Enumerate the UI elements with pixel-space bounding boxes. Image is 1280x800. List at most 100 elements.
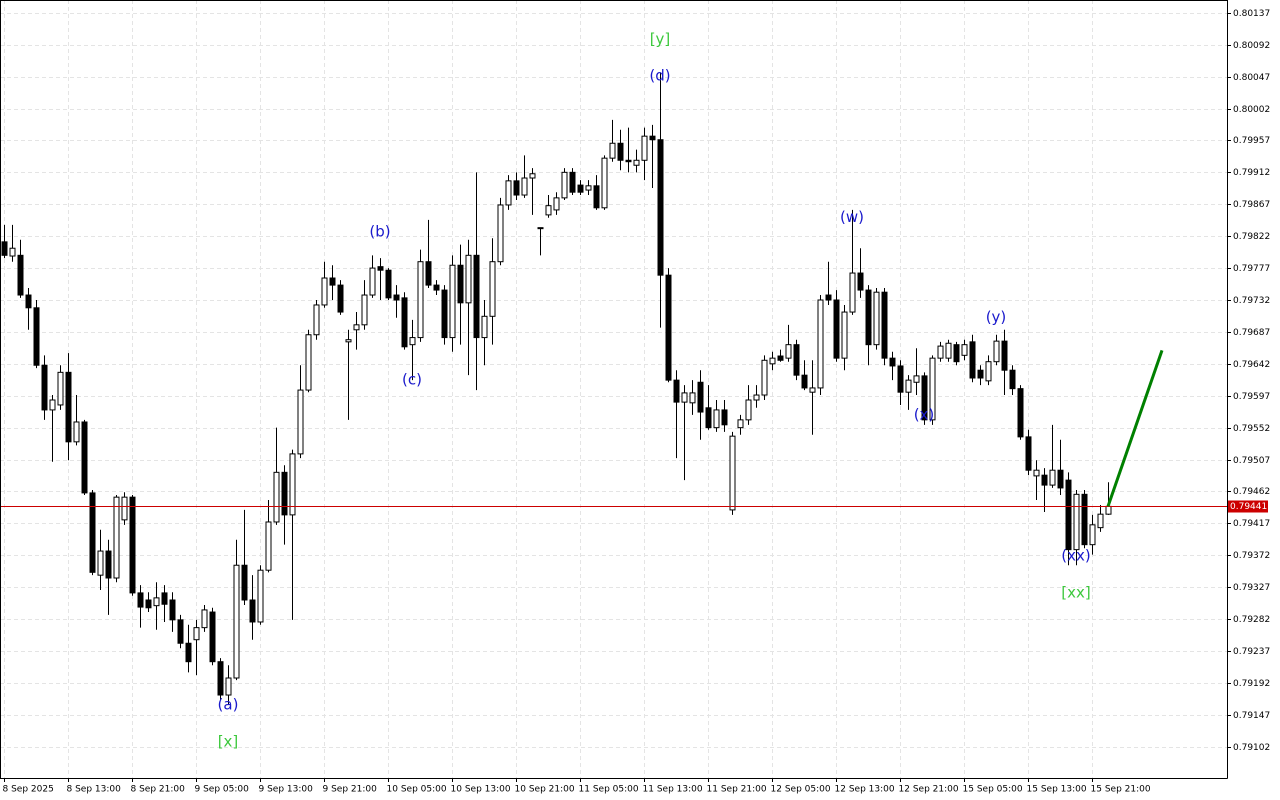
candle-body [641,135,648,161]
candle-body [185,642,192,663]
wave-label: (c) [402,371,422,389]
candle-body [545,205,552,216]
candle-body [921,375,928,421]
candle-body [161,592,168,605]
x-tick-label: 11 Sep 05:00 [579,785,639,795]
candle-body [857,272,864,291]
candle-body [121,496,128,521]
candle-body [153,597,160,607]
candle-body [329,277,336,286]
candle-body [833,299,840,359]
x-tick-label: 12 Sep 05:00 [771,785,831,795]
y-tick-label: 0.79372 [1233,551,1270,561]
candle-body [865,289,872,346]
candle-body [825,294,832,301]
candle-body [969,341,976,379]
candle-body [201,609,208,629]
candle-body [25,294,32,309]
candle-body [441,289,448,339]
candle-body [49,399,56,411]
wave-label: [xx] [1061,583,1090,601]
candle-body [1009,369,1016,390]
x-tick-label: 12 Sep 21:00 [899,785,959,795]
x-tick-label: 10 Sep 13:00 [451,785,511,795]
candle-body [41,364,48,411]
candle-body [737,419,744,429]
current-price-box [1228,500,1268,513]
candle-body [17,254,24,296]
wave-label: (d) [649,66,670,84]
wave-label: [x] [218,732,239,750]
projection-line [1106,349,1164,507]
candle-body [1065,479,1072,551]
overlay: [y] (d) (b) (c) (a) [x] (w) (x) (y) (xx) [xx] [0,30,1227,750]
candle-body [561,171,568,199]
candle-body [473,254,480,339]
x-tick-label: 10 Sep 05:00 [387,785,447,795]
y-tick-label: 0.79507 [1233,456,1270,466]
y-tick-label: 0.79912 [1233,168,1270,178]
candle-body [889,357,896,367]
wave-label: [y] [650,30,671,48]
candle-body [985,361,992,382]
wave-label: (x) [914,405,935,423]
candle-body [137,592,144,608]
wave-label: (w) [840,208,864,226]
candle-body [297,389,304,455]
wave-label: (y) [986,308,1007,326]
candle-body [1057,469,1064,489]
candle-body [217,661,224,696]
candle-body [409,337,416,346]
candle-body [617,142,624,161]
candle-body [1025,436,1032,471]
candle-body [777,355,784,361]
candle-body [585,185,592,191]
x-tick-label: 15 Sep 05:00 [963,785,1023,795]
y-tick-label: 0.79462 [1233,487,1270,497]
candle-body [289,453,296,516]
candle-body [273,471,280,523]
candle-body [89,492,96,573]
y-tick-label: 0.79687 [1233,328,1270,338]
candle-body [281,471,288,516]
candle-body [1073,493,1080,551]
candle-body [705,407,712,429]
candle-body [505,180,512,206]
candle-body [689,392,696,404]
y-tick-label: 0.79237 [1233,647,1270,657]
y-tick-label: 0.79192 [1233,679,1270,689]
candle-body [537,227,544,230]
y-tick-label: 0.80137 [1233,9,1270,19]
candle-body [33,307,40,366]
y-tick-label: 0.79777 [1233,264,1270,274]
candle-body [609,142,616,159]
candle-body [633,159,640,166]
candle-body [553,197,560,211]
candle-body [681,392,688,403]
candle-body [417,261,424,339]
wave-label: (b) [369,222,390,240]
candle-body [425,261,432,286]
candle-body [345,339,352,343]
x-tick-label: 12 Sep 13:00 [835,785,895,795]
candle-body [841,311,848,359]
candle-body [665,274,672,381]
candle-body [105,550,112,579]
y-tick-label: 0.79822 [1233,232,1270,242]
candle-body [265,521,272,571]
candle-body [849,272,856,313]
candle-body [393,294,400,301]
x-tick-label: 8 Sep 13:00 [67,785,122,795]
candle-body [905,379,912,393]
candle-body [73,421,80,443]
candle-body [625,159,632,163]
candle-body [801,374,808,389]
candle-body [305,334,312,391]
candle-body [713,409,720,429]
candle-body [977,369,984,379]
x-tick-label: 9 Sep 13:00 [259,785,314,795]
candle-body [257,569,264,623]
y-tick-label: 0.79867 [1233,200,1270,210]
candle-body [569,171,576,193]
